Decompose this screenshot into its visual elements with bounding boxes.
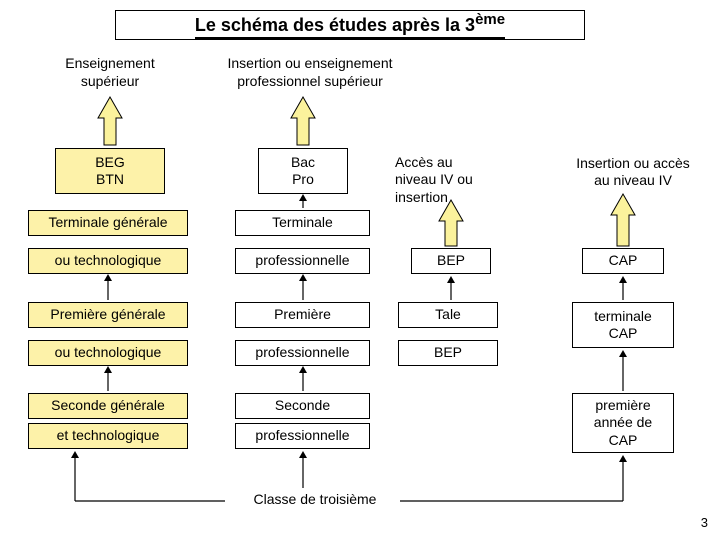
header-col1: Enseignement supérieur <box>50 55 170 90</box>
node-bep2: BEP <box>398 340 498 366</box>
node-et-tech: et technologique <box>28 423 188 449</box>
node-term-gen: Terminale générale <box>28 210 188 236</box>
arrow-up-col2 <box>291 97 315 145</box>
node-prem-cap: première année de CAP <box>572 393 674 453</box>
node-prem-gen: Première générale <box>28 302 188 328</box>
node-acces-iv: Accès au niveau IV ou insertion <box>395 150 505 210</box>
node-classe-3e: Classe de troisième <box>230 490 400 510</box>
node-prof3: professionnelle <box>235 423 370 449</box>
node-bep: BEP <box>411 248 491 274</box>
node-term-cap: terminale CAP <box>572 302 674 348</box>
title-text: Le schéma des études après la 3 <box>195 15 475 35</box>
node-sec-gen: Seconde générale <box>28 393 188 419</box>
header-col2: Insertion ou enseignement professionnel … <box>210 55 410 90</box>
arrow-up-col4 <box>611 194 635 246</box>
node-cap: CAP <box>582 248 664 274</box>
node-ou-tech2: ou technologique <box>28 340 188 366</box>
node-bac-pro: Bac Pro <box>258 148 348 194</box>
page-title: Le schéma des études après la 3ème <box>115 10 585 40</box>
node-prof1: professionnelle <box>235 248 370 274</box>
title-sup: ème <box>475 11 505 28</box>
node-ou-tech1: ou technologique <box>28 248 188 274</box>
node-premiere: Première <box>235 302 370 328</box>
node-seconde: Seconde <box>235 393 370 419</box>
node-tale: Tale <box>398 302 498 328</box>
arrow-up-col1 <box>98 97 122 145</box>
node-terminale: Terminale <box>235 210 370 236</box>
node-beg-btn: BEG BTN <box>55 148 165 194</box>
node-insertion-iv: Insertion ou accès au niveau IV <box>553 152 713 192</box>
slide-number: 3 <box>701 515 708 530</box>
node-prof2: professionnelle <box>235 340 370 366</box>
